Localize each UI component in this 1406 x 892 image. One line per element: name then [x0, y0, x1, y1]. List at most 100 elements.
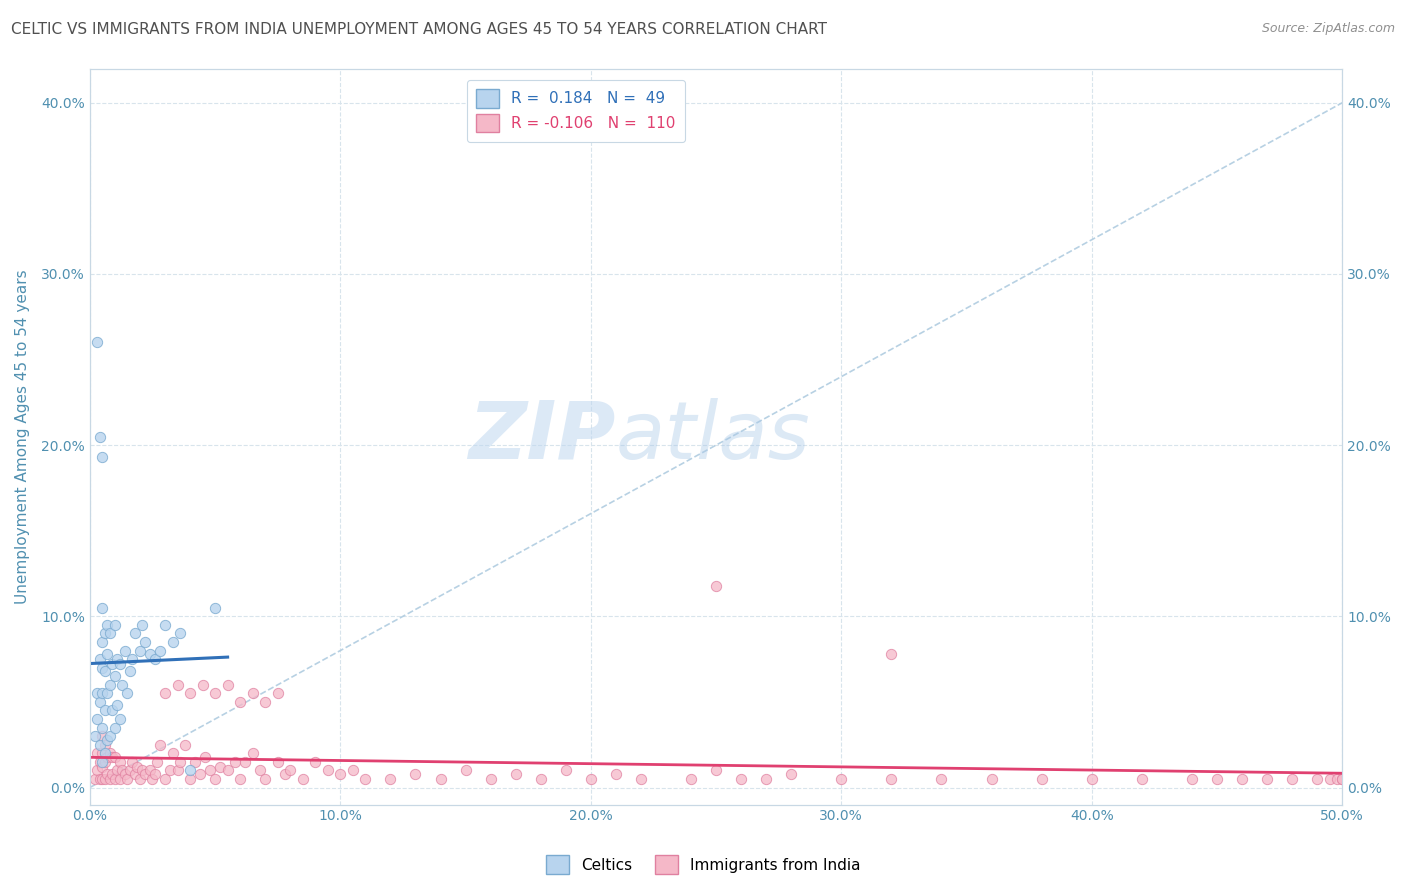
Celtics	[108, 712, 131, 726]
Immigrants from India	[91, 746, 114, 760]
Celtics	[129, 643, 152, 657]
Celtics	[96, 647, 118, 661]
Immigrants from India	[143, 766, 166, 780]
Immigrants from India	[267, 686, 290, 700]
Immigrants from India	[91, 760, 114, 774]
Celtics	[117, 686, 139, 700]
Celtics	[83, 729, 105, 743]
Immigrants from India	[405, 766, 427, 780]
Immigrants from India	[141, 772, 163, 786]
Immigrants from India	[316, 764, 339, 778]
Immigrants from India	[980, 772, 1002, 786]
Immigrants from India	[1306, 772, 1329, 786]
Immigrants from India	[209, 760, 232, 774]
Celtics	[111, 678, 134, 692]
Immigrants from India	[86, 746, 108, 760]
Celtics	[105, 698, 128, 713]
Celtics	[162, 635, 184, 649]
Immigrants from India	[94, 738, 117, 752]
Celtics	[153, 618, 176, 632]
Immigrants from India	[505, 766, 527, 780]
Immigrants from India	[127, 760, 149, 774]
Immigrants from India	[179, 772, 201, 786]
Legend: R =  0.184   N =  49, R = -0.106   N =  110: R = 0.184 N = 49, R = -0.106 N = 110	[467, 80, 685, 142]
Immigrants from India	[730, 772, 752, 786]
Immigrants from India	[780, 766, 803, 780]
Immigrants from India	[579, 772, 602, 786]
Text: CELTIC VS IMMIGRANTS FROM INDIA UNEMPLOYMENT AMONG AGES 45 TO 54 YEARS CORRELATI: CELTIC VS IMMIGRANTS FROM INDIA UNEMPLOY…	[11, 22, 827, 37]
Celtics	[94, 664, 117, 678]
Immigrants from India	[931, 772, 953, 786]
Immigrants from India	[129, 772, 152, 786]
Celtics	[98, 729, 121, 743]
Immigrants from India	[1326, 772, 1348, 786]
Immigrants from India	[1081, 772, 1104, 786]
Immigrants from India	[118, 764, 141, 778]
Immigrants from India	[278, 764, 301, 778]
Celtics	[89, 738, 111, 752]
Celtics	[204, 600, 226, 615]
Immigrants from India	[114, 766, 136, 780]
Celtics	[104, 669, 127, 683]
Immigrants from India	[274, 766, 297, 780]
Immigrants from India	[224, 755, 246, 769]
Immigrants from India	[149, 738, 172, 752]
Immigrants from India	[1130, 772, 1153, 786]
Immigrants from India	[704, 578, 727, 592]
Celtics	[105, 652, 128, 666]
Celtics	[104, 618, 127, 632]
Immigrants from India	[479, 772, 502, 786]
Immigrants from India	[267, 755, 290, 769]
Celtics	[101, 657, 124, 672]
Immigrants from India	[108, 772, 131, 786]
Immigrants from India	[1331, 772, 1354, 786]
Immigrants from India	[605, 766, 627, 780]
Y-axis label: Unemployment Among Ages 45 to 54 years: Unemployment Among Ages 45 to 54 years	[15, 269, 30, 604]
Celtics	[94, 746, 117, 760]
Celtics	[108, 657, 131, 672]
Immigrants from India	[131, 764, 153, 778]
Immigrants from India	[204, 686, 226, 700]
Immigrants from India	[249, 764, 271, 778]
Immigrants from India	[229, 695, 252, 709]
Celtics	[98, 678, 121, 692]
Celtics	[91, 686, 114, 700]
Immigrants from India	[704, 764, 727, 778]
Immigrants from India	[1281, 772, 1303, 786]
Immigrants from India	[91, 729, 114, 743]
Immigrants from India	[98, 746, 121, 760]
Celtics	[86, 686, 108, 700]
Immigrants from India	[139, 764, 162, 778]
Immigrants from India	[204, 772, 226, 786]
Immigrants from India	[166, 678, 188, 692]
Celtics	[86, 712, 108, 726]
Immigrants from India	[304, 755, 326, 769]
Immigrants from India	[554, 764, 576, 778]
Immigrants from India	[83, 772, 105, 786]
Immigrants from India	[153, 686, 176, 700]
Celtics	[143, 652, 166, 666]
Immigrants from India	[94, 755, 117, 769]
Immigrants from India	[880, 772, 903, 786]
Immigrants from India	[153, 772, 176, 786]
Celtics	[91, 450, 114, 464]
Immigrants from India	[217, 764, 239, 778]
Celtics	[94, 626, 117, 640]
Celtics	[139, 647, 162, 661]
Celtics	[114, 643, 136, 657]
Immigrants from India	[194, 749, 217, 764]
Celtics	[118, 664, 141, 678]
Immigrants from India	[254, 772, 277, 786]
Immigrants from India	[89, 772, 111, 786]
Immigrants from India	[96, 766, 118, 780]
Celtics	[91, 721, 114, 735]
Immigrants from India	[354, 772, 377, 786]
Immigrants from India	[188, 766, 211, 780]
Immigrants from India	[254, 695, 277, 709]
Immigrants from India	[98, 772, 121, 786]
Celtics	[91, 635, 114, 649]
Immigrants from India	[242, 746, 264, 760]
Immigrants from India	[429, 772, 451, 786]
Celtics	[98, 626, 121, 640]
Immigrants from India	[162, 746, 184, 760]
